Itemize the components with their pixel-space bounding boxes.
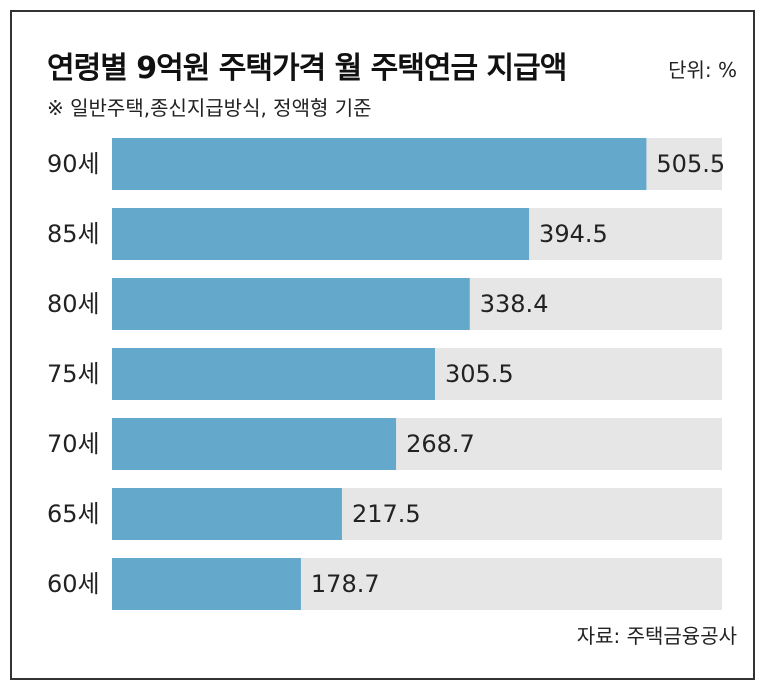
bar (112, 418, 397, 470)
bar (112, 278, 470, 330)
value-label: 217.5 (352, 500, 421, 528)
source-label: 자료: 주택금융공사 (576, 624, 737, 648)
unit-label: 단위: % (668, 58, 737, 82)
value-label: 178.7 (311, 570, 380, 598)
value-label: 268.7 (406, 430, 475, 458)
bar (112, 348, 435, 400)
category-label: 85세 (47, 220, 100, 248)
category-label: 70세 (47, 430, 100, 458)
bar (112, 488, 342, 540)
bar (112, 208, 530, 260)
chart-title: 연령별 9억원 주택가격 월 주택연금 지급액 (47, 51, 567, 86)
value-label: 505.5 (656, 150, 725, 178)
category-label: 80세 (47, 290, 100, 318)
category-label: 60세 (47, 570, 100, 598)
value-label: 394.5 (539, 220, 608, 248)
category-label: 90세 (47, 150, 100, 178)
value-label: 305.5 (445, 360, 514, 388)
bar (112, 558, 301, 610)
category-label: 65세 (47, 500, 100, 528)
value-label: 338.4 (480, 290, 549, 318)
chart-note: ※ 일반주택,종신지급방식, 정액형 기준 (47, 96, 372, 120)
bar (112, 138, 647, 190)
category-label: 75세 (47, 360, 100, 388)
